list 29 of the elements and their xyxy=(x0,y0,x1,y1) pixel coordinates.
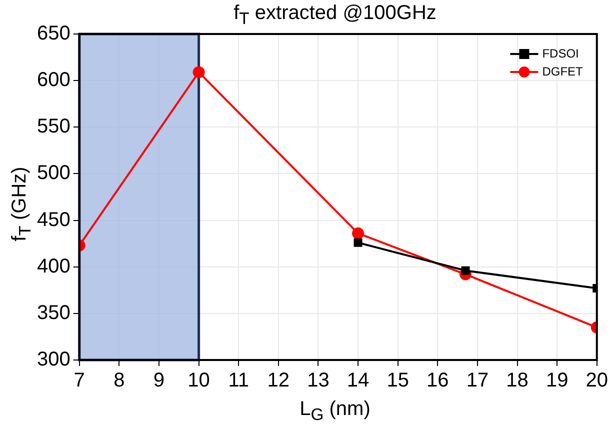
point xyxy=(352,227,364,240)
x-tick-label: 15 xyxy=(386,370,409,392)
x-tick-label: 18 xyxy=(506,370,528,392)
y-tick-label: 500 xyxy=(36,162,70,184)
legend-label: DGFET xyxy=(542,64,584,78)
x-tick-label: 8 xyxy=(114,370,125,392)
x-tick-label: 9 xyxy=(153,370,165,392)
x-tick-label: 16 xyxy=(426,370,449,392)
x-tick-label: 20 xyxy=(586,370,608,392)
y-tick-label: 550 xyxy=(36,116,70,138)
y-tick-label: 300 xyxy=(36,348,70,371)
y-tick-label: 350 xyxy=(36,302,70,324)
y-tick-label: 400 xyxy=(36,255,70,278)
y-tick-label: 650 xyxy=(36,22,70,45)
y-tick-label: 600 xyxy=(36,69,70,92)
x-tick-label: 14 xyxy=(346,370,370,392)
x-tick-label: 11 xyxy=(228,370,249,392)
x-tick-label: 7 xyxy=(74,370,85,392)
x-tick-label: 12 xyxy=(267,370,290,392)
legend-label: FDSOI xyxy=(542,46,579,60)
x-axis-title: L$_{G}$ (nm) xyxy=(298,398,372,425)
point xyxy=(461,266,470,275)
x-tick-label: 19 xyxy=(546,370,568,392)
x-tick-label: 10 xyxy=(188,370,210,392)
x-tick-label: 17 xyxy=(466,370,489,392)
chart-title: f$_{T}$ extracted @100GHz xyxy=(232,2,438,29)
y-tick-label: 450 xyxy=(36,208,70,231)
point xyxy=(354,238,362,247)
x-tick-label: 13 xyxy=(307,370,330,392)
